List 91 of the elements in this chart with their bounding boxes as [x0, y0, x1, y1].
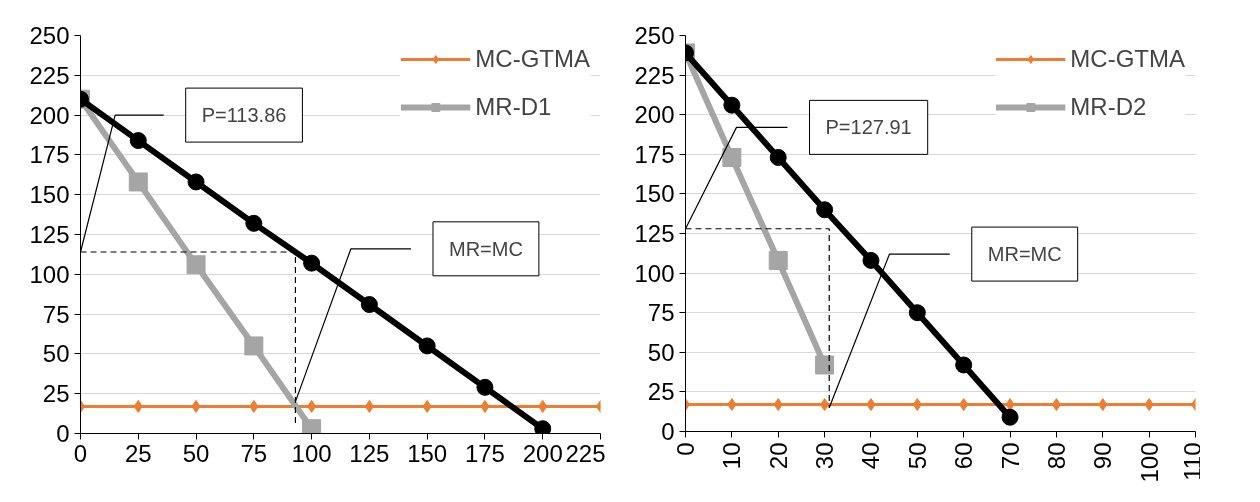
point [360, 296, 378, 314]
point [187, 173, 205, 191]
legend-label: MC-GTMA [1070, 45, 1185, 73]
y-tick-label: 25 [647, 378, 675, 406]
point [866, 398, 876, 412]
point [534, 420, 552, 434]
x-tick-label: 50 [903, 442, 931, 470]
point [128, 172, 148, 192]
point [418, 337, 436, 355]
x-tick-label: 25 [124, 439, 152, 467]
point [245, 214, 263, 232]
x-tick-label: 70 [996, 442, 1024, 470]
x-tick-label: 40 [857, 442, 885, 470]
point [912, 398, 922, 412]
point [303, 254, 321, 272]
x-tick-label: 75 [240, 439, 268, 467]
point [480, 399, 490, 413]
y-tick-label: 25 [42, 380, 70, 408]
point [538, 399, 548, 413]
y-tick-label: 0 [56, 420, 70, 447]
y-tick-label: 75 [647, 299, 675, 327]
point [191, 399, 201, 413]
y-tick-label: 100 [29, 260, 70, 288]
x-tick-label: 110 [1178, 442, 1206, 481]
point [768, 250, 788, 270]
y-tick-label: 100 [634, 259, 675, 287]
y-tick-label: 0 [661, 418, 675, 445]
y-tick-label: 175 [29, 141, 70, 169]
y-tick-label: 125 [634, 220, 675, 247]
x-tick-label: 200 [522, 439, 563, 467]
point [249, 399, 259, 413]
point [422, 399, 432, 413]
annotation: P=127.91 [825, 116, 912, 139]
x-tick-label: 175 [464, 439, 505, 467]
point [244, 336, 264, 356]
point [1051, 398, 1061, 412]
x-tick-label: 50 [182, 439, 210, 467]
y-tick-label: 225 [634, 61, 675, 89]
legend-label: MR-D2 [1070, 93, 1147, 121]
x-tick-label: 60 [950, 442, 978, 470]
point [364, 399, 374, 413]
point [955, 356, 973, 374]
point [908, 304, 926, 322]
y-tick-label: 125 [29, 221, 70, 248]
point [1001, 408, 1019, 426]
annotation: P=113.86 [201, 104, 287, 127]
x-tick-label: 90 [1089, 442, 1117, 470]
y-tick-label: 225 [29, 61, 70, 89]
x-tick-label: 0 [73, 439, 88, 467]
legend-label: MR-D1 [475, 93, 552, 121]
y-tick-label: 250 [29, 22, 70, 49]
x-tick-label: 80 [1042, 442, 1070, 470]
x-tick-label: 125 [349, 439, 390, 467]
y-tick-label: 50 [647, 338, 675, 366]
x-tick-label: 10 [718, 442, 746, 470]
point [1005, 398, 1015, 412]
point [133, 399, 143, 413]
x-tick-label: 225 [565, 439, 606, 467]
point [816, 201, 834, 219]
point [723, 96, 741, 114]
annotation: MR=MC [448, 237, 523, 260]
x-tick-label: 20 [764, 442, 792, 470]
x-tick-label: 100 [1135, 442, 1163, 483]
x-tick-label: 100 [291, 439, 332, 467]
point [959, 398, 969, 412]
point [769, 148, 787, 166]
annotation: MR=MC [987, 243, 1062, 266]
point [820, 398, 830, 412]
y-tick-label: 175 [634, 140, 675, 168]
point [862, 251, 880, 269]
legend-label: MC-GTMA [475, 45, 590, 73]
point [722, 147, 742, 167]
point [129, 132, 147, 150]
point [1144, 398, 1154, 412]
point [307, 399, 317, 413]
x-tick-label: 0 [672, 442, 699, 456]
y-tick-label: 200 [634, 101, 675, 129]
x-tick-label: 30 [811, 442, 839, 470]
y-tick-label: 150 [634, 180, 675, 208]
point [727, 398, 737, 412]
point [476, 378, 494, 396]
point [186, 255, 206, 275]
y-tick-label: 150 [29, 181, 70, 209]
y-tick-label: 250 [634, 22, 675, 49]
x-tick-label: 150 [407, 439, 448, 467]
y-tick-label: 50 [42, 340, 70, 368]
point [815, 355, 835, 375]
point [1098, 398, 1108, 412]
y-tick-label: 75 [42, 300, 70, 328]
y-tick-label: 200 [29, 101, 70, 129]
point [773, 398, 783, 412]
